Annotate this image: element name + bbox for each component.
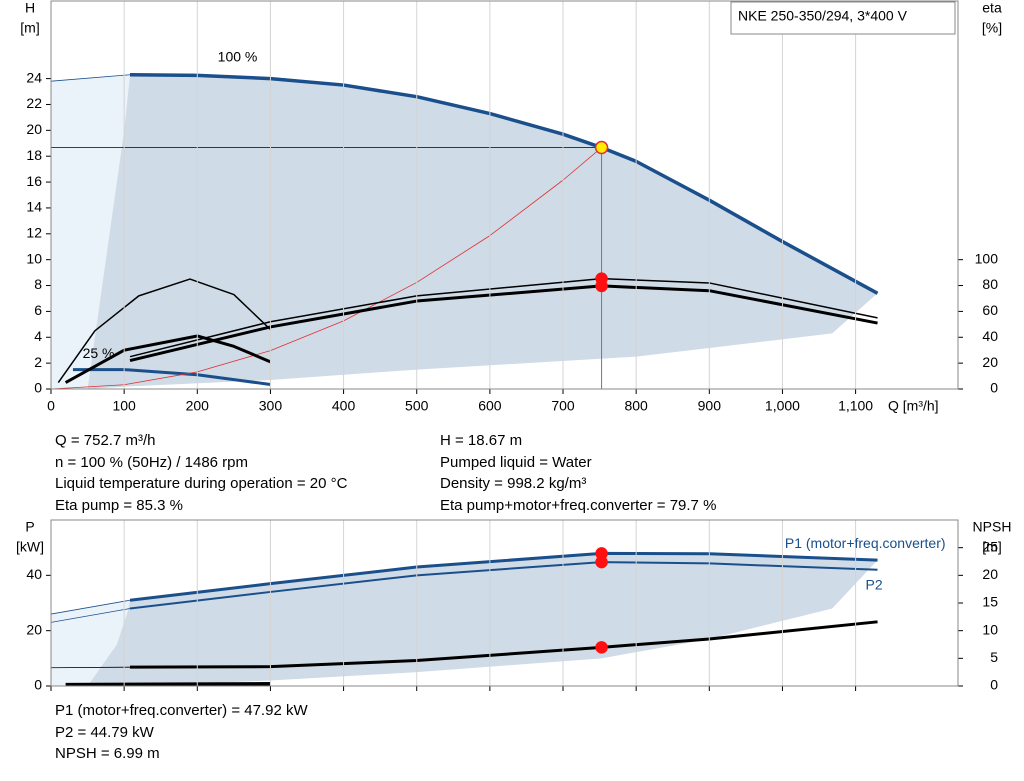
- x-tick-label: 100: [112, 398, 136, 414]
- y2-tick-label: 0: [990, 677, 998, 693]
- series-label: P2: [866, 577, 883, 593]
- x-tick-label: 800: [624, 398, 648, 414]
- info-line: H = 18.67 m: [440, 432, 523, 449]
- curve: [129, 551, 878, 602]
- info-line: Eta pump+motor+freq.converter = 79.7 %: [440, 496, 717, 514]
- y2-tick-label: 10: [982, 621, 998, 637]
- curve: [65, 682, 271, 686]
- x-tick-label: 1,100: [838, 398, 873, 414]
- y-axis-unit: [m]: [20, 20, 39, 36]
- y-tick-label: 0: [34, 380, 42, 396]
- y2-tick-label: 60: [982, 302, 998, 318]
- x-tick-label: 900: [698, 398, 722, 414]
- info-line: Density = 998.2 kg/m³: [440, 475, 587, 492]
- y-tick-label: 4: [34, 328, 42, 344]
- y-tick-label: 16: [26, 173, 42, 189]
- info-left: Q = 752.7 m³/h n = 100 % (50Hz) / 1486 rp…: [55, 430, 347, 516]
- plot-frame: [50, 0, 959, 390]
- y-tick-label: 40: [26, 566, 42, 582]
- curve: [51, 74, 131, 82]
- curve: [129, 561, 878, 610]
- plot: [51, 72, 879, 389]
- info-line: P2 = 44.79 kW: [55, 723, 154, 741]
- info-bottom: P1 (motor+freq.converter) = 47.92 kW P2 =…: [55, 700, 308, 765]
- chart-title: NKE 250-350/294, 3*400 V: [738, 8, 908, 24]
- operating-region: [87, 553, 878, 686]
- x-tick-label: 0: [47, 398, 55, 414]
- curve: [129, 284, 878, 363]
- x-tick-label: 500: [405, 398, 429, 414]
- y-axis-label: P: [25, 519, 34, 535]
- info-line: Pumped liquid = Water: [440, 453, 592, 471]
- annotation: 100 %: [218, 49, 258, 65]
- info-line: P1 (motor+freq.converter) = 47.92 kW: [55, 702, 308, 719]
- x-tick-label: 200: [186, 398, 210, 414]
- y-tick-label: 12: [26, 225, 42, 241]
- y-tick-label: 0: [34, 677, 42, 693]
- x-tick-label: 400: [332, 398, 356, 414]
- plot-frame: [50, 519, 959, 687]
- y-tick-label: 2: [34, 354, 42, 370]
- curve: [51, 666, 130, 669]
- operating-point: [595, 555, 608, 569]
- y2-axis-label: eta: [982, 0, 1002, 16]
- y2-axis-unit: [m]: [982, 539, 1001, 555]
- title-box: [730, 1, 956, 35]
- info-line: Liquid temperature during operation = 20…: [55, 475, 348, 492]
- annotation: 25 %: [83, 345, 115, 361]
- curve: [51, 608, 131, 623]
- y2-tick-label: 20: [982, 354, 998, 370]
- operating-point: [594, 140, 609, 155]
- info-line: n = 100 % (50Hz) / 1486 rpm: [55, 453, 249, 471]
- y-tick-label: 20: [26, 621, 42, 637]
- plot: [51, 551, 878, 686]
- operating-point: [595, 641, 608, 654]
- y-tick-label: 8: [34, 276, 42, 292]
- y2-tick-label: 0: [990, 380, 998, 396]
- curve: [129, 277, 878, 358]
- y2-tick-label: 100: [975, 250, 999, 266]
- y-axis-label: H: [25, 0, 35, 16]
- y-tick-label: 10: [26, 250, 42, 266]
- operating-region: [51, 74, 130, 389]
- x-axis-label: Q [m³/h]: [888, 398, 939, 414]
- y-axis-unit: [kW]: [16, 539, 44, 555]
- curve: [51, 599, 131, 615]
- y-tick-label: 22: [26, 95, 42, 111]
- info-line: NPSH = 6.99 m: [55, 745, 160, 762]
- y2-tick-label: 5: [990, 649, 998, 665]
- info-line: Q = 752.7 m³/h: [55, 432, 156, 449]
- y2-axis-unit: [%]: [982, 20, 1002, 36]
- curve: [57, 278, 271, 383]
- operating-point: [595, 279, 608, 293]
- info-right: H = 18.67 m Pumped liquid = Water Density …: [440, 430, 716, 516]
- info-line: Eta pump = 85.3 %: [55, 496, 183, 514]
- y2-axis-label: NPSH: [973, 519, 1012, 535]
- x-tick-label: 1,000: [765, 398, 800, 414]
- x-tick-label: 300: [259, 398, 283, 414]
- operating-region: [51, 600, 130, 686]
- x-tick-label: 700: [551, 398, 575, 414]
- curve: [129, 72, 879, 295]
- y2-tick-label: 40: [982, 328, 998, 344]
- curve: [72, 368, 271, 386]
- y-tick-label: 24: [26, 69, 42, 85]
- y2-tick-label: 20: [982, 566, 998, 582]
- series-label: P1 (motor+freq.converter): [785, 535, 946, 551]
- y-tick-label: 14: [26, 199, 42, 215]
- y-tick-label: 18: [26, 147, 42, 163]
- x-tick-label: 600: [478, 398, 502, 414]
- curve: [129, 620, 878, 669]
- y2-tick-label: 80: [982, 276, 998, 292]
- y2-tick-label: 25: [982, 538, 998, 554]
- y2-tick-label: 15: [982, 594, 998, 610]
- operating-region: [87, 74, 878, 389]
- y-tick-label: 20: [26, 121, 42, 137]
- y-tick-label: 6: [34, 302, 42, 318]
